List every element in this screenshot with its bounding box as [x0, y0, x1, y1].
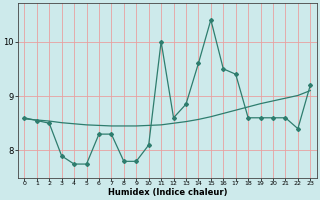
X-axis label: Humidex (Indice chaleur): Humidex (Indice chaleur)	[108, 188, 227, 197]
